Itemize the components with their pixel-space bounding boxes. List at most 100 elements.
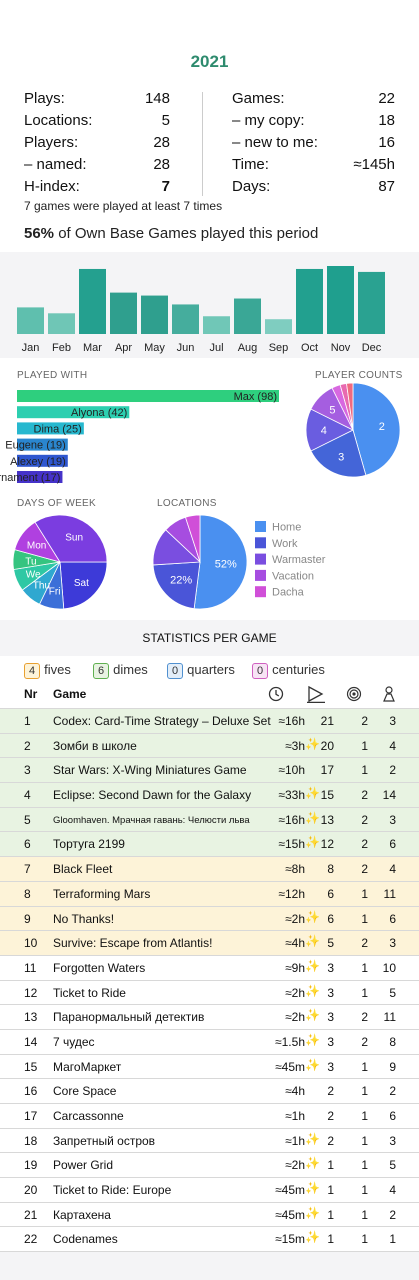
row-nr: 1: [24, 714, 31, 728]
row-time: ≈45m: [275, 1207, 305, 1222]
month-bar-jun[interactable]: [172, 304, 199, 334]
row-time: ≈2h: [285, 911, 305, 926]
month-bar-apr[interactable]: [110, 292, 137, 334]
header-game[interactable]: Game: [53, 687, 87, 701]
table-row[interactable]: 20 Ticket to Ride: Europe ≈45m 1 1 4 ✨: [0, 1177, 419, 1202]
played-with-label: Alyona (42): [71, 407, 127, 419]
table-row[interactable]: 17 Carcassonne ≈1h 2 1 6: [0, 1103, 419, 1128]
month-bar-oct[interactable]: [296, 268, 323, 334]
table-row[interactable]: 2 Зомби в школе ≈3h 20 1 4 ✨: [0, 732, 419, 758]
played-with-bar[interactable]: [17, 454, 68, 467]
row-time: ≈12h: [278, 886, 305, 901]
row-time: ≈8h: [285, 862, 305, 877]
row-game-name: Запретный остров: [53, 1133, 156, 1148]
weekday-slice[interactable]: [34, 514, 108, 563]
table-row[interactable]: 19 Power Grid ≈2h 1 1 5 ✨: [0, 1152, 419, 1178]
sparkle-icon: ✨: [305, 958, 320, 973]
month-bar-dec[interactable]: [358, 271, 385, 334]
table-row[interactable]: 12 Ticket to Ride ≈2h 3 1 5 ✨: [0, 979, 419, 1005]
weekday-label: We: [26, 569, 41, 580]
row-plays: 3: [327, 1034, 334, 1049]
row-locations: 1: [361, 1133, 368, 1148]
row-plays: 12: [320, 837, 334, 852]
played-with-label: Eugene (19): [5, 440, 66, 452]
table-row[interactable]: 14 7 чудес ≈1.5h 3 2 8 ✨: [0, 1028, 419, 1054]
player-count-label: 5: [329, 404, 335, 416]
row-locations: 1: [361, 1207, 368, 1222]
month-bar-jul[interactable]: [203, 316, 230, 334]
table-row[interactable]: 15 МагоМаркет ≈45m 3 1 9 ✨: [0, 1053, 419, 1079]
table-row[interactable]: 11 Forgotten Waters ≈9h 3 1 10 ✨: [0, 954, 419, 980]
table-row[interactable]: 5 Gloomhaven. Мрачная гавань: Челюсти льв…: [0, 806, 419, 832]
table-row[interactable]: 22 Codenames ≈15m 1 1 1 ✨: [0, 1226, 419, 1252]
table-row[interactable]: 10 Survive: Escape from Atlantis! ≈4h 5 2 3 ✨: [0, 930, 419, 955]
row-game-name: Forgotten Waters: [53, 960, 146, 975]
row-players: 6: [389, 911, 396, 926]
table-row[interactable]: 9 No Thanks! ≈2h 6 1 6 ✨: [0, 905, 419, 931]
sparkle-icon: ✨: [305, 1057, 320, 1072]
month-bar-nov[interactable]: [327, 266, 354, 334]
table-row[interactable]: 1 Codex: Card-Time Strategy – Deluxe Set ≈…: [0, 708, 419, 733]
played-with-bar[interactable]: [17, 390, 279, 402]
games-table: 1 Codex: Card-Time Strategy – Deluxe Set ≈…: [0, 708, 419, 1252]
monthly-bar-svg: Jan Feb Mar Apr May Jun Jul Aug Sep Oct Nov Dec: [17, 266, 385, 354]
played-with-bar[interactable]: [17, 406, 130, 419]
location-slice[interactable]: [184, 514, 201, 563]
month-bar-mar[interactable]: [79, 268, 106, 334]
row-players: 4: [389, 862, 396, 877]
row-time: ≈45m: [275, 1183, 305, 1198]
row-game-name: Power Grid: [53, 1158, 114, 1173]
sparkle-icon: ✨: [305, 934, 320, 949]
table-row[interactable]: 13 Паранормальный детектив ≈2h 3 2 11 ✨: [0, 1004, 419, 1029]
table-row[interactable]: 6 Тортуга 2199 ≈15h 12 2 6 ✨: [0, 831, 419, 857]
location-slice[interactable]: [152, 561, 201, 610]
play-icon[interactable]: [306, 685, 326, 703]
row-locations: 1: [361, 911, 368, 926]
weekday-label: Sat: [74, 578, 89, 589]
month-bar-may[interactable]: [141, 295, 168, 334]
played-with-bar[interactable]: [17, 471, 63, 483]
row-locations: 2: [361, 788, 368, 803]
year-title: 2021: [190, 52, 229, 71]
row-players: 1: [389, 1232, 396, 1247]
table-row[interactable]: 4 Eclipse: Second Dawn for the Galaxy ≈33h…: [0, 782, 419, 807]
row-locations: 1: [361, 1183, 368, 1198]
row-players: 4: [389, 738, 396, 753]
row-plays: 17: [320, 763, 334, 778]
row-nr: 20: [24, 1183, 38, 1198]
played-with-title: PLAYED WITH: [17, 370, 88, 381]
target-icon[interactable]: [346, 685, 362, 703]
row-locations: 1: [361, 1084, 368, 1099]
table-row[interactable]: 16 Core Space ≈4h 2 1 2: [0, 1078, 419, 1103]
table-row[interactable]: 18 Запретный остров ≈1h 2 1 3 ✨: [0, 1127, 419, 1153]
table-row[interactable]: 7 Black Fleet ≈8h 8 2 4: [0, 856, 419, 881]
player-count-slice[interactable]: [310, 429, 367, 478]
month-label: Dec: [362, 342, 382, 354]
month-bar-feb[interactable]: [48, 313, 75, 334]
table-row[interactable]: 8 Terraforming Mars ≈12h 6 1 11: [0, 880, 419, 906]
row-players: 5: [389, 985, 396, 1000]
header-nr[interactable]: Nr: [24, 687, 38, 701]
player-count-slice[interactable]: [346, 383, 354, 431]
player-icon[interactable]: [381, 685, 397, 703]
month-bar-jan[interactable]: [17, 307, 44, 334]
table-row[interactable]: 3 Star Wars: X-Wing Miniatures Game ≈10h 17…: [0, 757, 419, 783]
month-label: Sep: [269, 342, 289, 354]
played-with-bar[interactable]: [17, 422, 84, 435]
month-bar-aug[interactable]: [234, 298, 261, 334]
month-label: Jun: [177, 342, 195, 354]
row-time: ≈1.5h: [275, 1034, 305, 1049]
played-with-bar[interactable]: [17, 438, 68, 451]
location-slice[interactable]: [193, 514, 248, 610]
table-row[interactable]: 21 Картахена ≈45m 1 1 2 ✨: [0, 1201, 419, 1227]
row-game-name: Ticket to Ride: [53, 985, 126, 1000]
month-bar-sep[interactable]: [265, 319, 292, 334]
weekday-label: Sun: [65, 533, 83, 544]
location-legend-swatch: [255, 553, 266, 565]
location-legend-swatch: [255, 569, 266, 581]
location-legend-label: Dacha: [272, 587, 305, 599]
weekday-slice[interactable]: [59, 561, 108, 610]
row-nr: 21: [24, 1207, 38, 1222]
clock-icon[interactable]: [268, 685, 284, 703]
player-count-slice[interactable]: [352, 383, 401, 476]
